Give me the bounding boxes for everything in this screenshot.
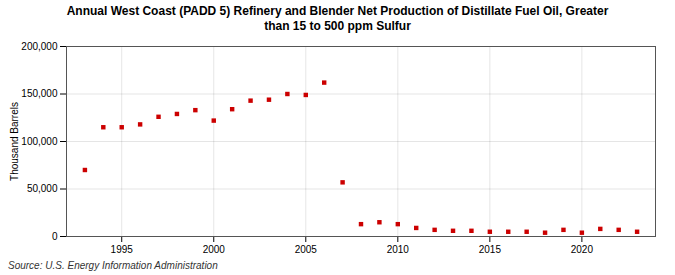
svg-text:200,000: 200,000 [21,41,58,52]
svg-text:2020: 2020 [571,244,594,255]
html-text:Source: U.S. Energy Informatio: Source: U.S. Energy Information Administ… [8,260,218,271]
svg-text:2005: 2005 [295,244,318,255]
svg-text:2000: 2000 [203,244,226,255]
html-text:Annual West Coast (PADD 5) Ref: Annual West Coast (PADD 5) Refinery and … [66,4,609,33]
svg-text:1995: 1995 [111,244,134,255]
svg-text:100,000: 100,000 [21,136,58,147]
svg-text:2015: 2015 [479,244,502,255]
svg-text:Thousand Barrels: Thousand Barrels [9,102,20,181]
svg-text:0: 0 [52,231,58,242]
svg-text:150,000: 150,000 [21,88,58,99]
svg-text:50,000: 50,000 [27,183,58,194]
svg-text:2010: 2010 [387,244,410,255]
